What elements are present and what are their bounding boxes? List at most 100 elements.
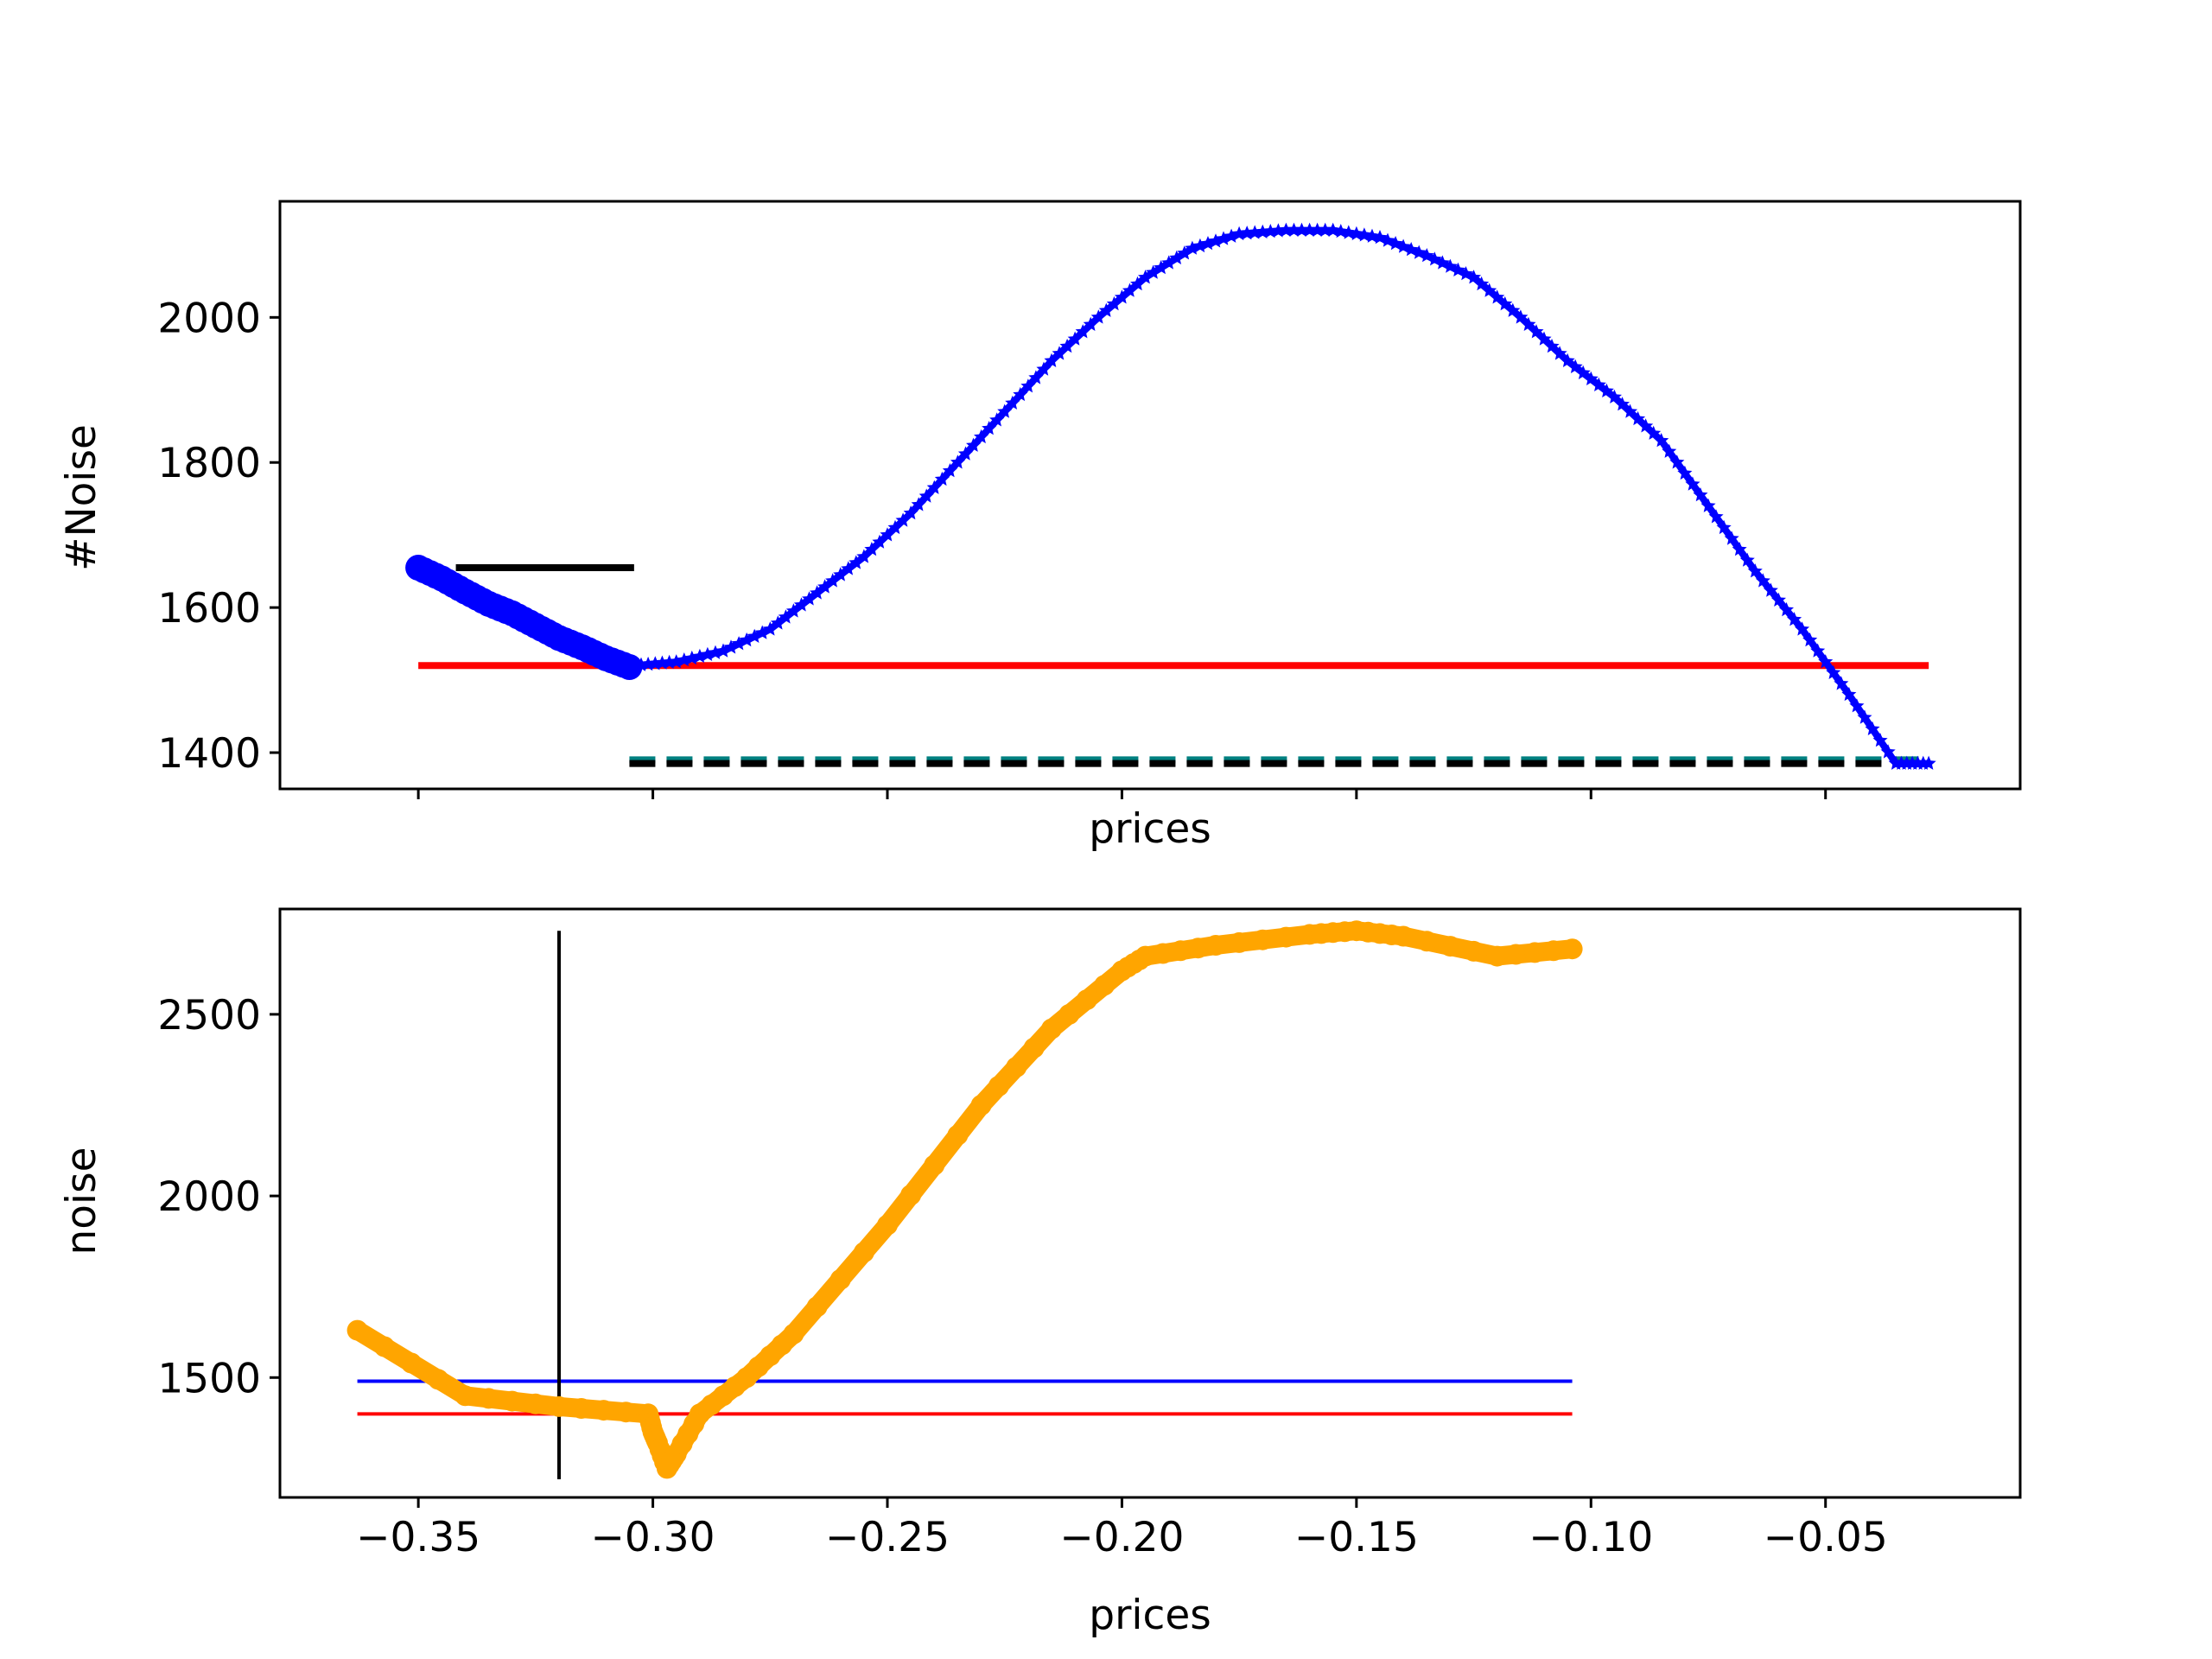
x-tick-label: −0.15 xyxy=(1294,1514,1419,1561)
data-point xyxy=(1090,309,1106,324)
data-point xyxy=(918,488,934,503)
data-point xyxy=(877,1214,898,1236)
y-tick-label: 2000 xyxy=(157,295,261,342)
data-point xyxy=(849,555,864,569)
data-point xyxy=(1231,226,1247,241)
data-point xyxy=(1826,664,1841,679)
data-point xyxy=(1098,302,1114,317)
x-tick-label: −0.35 xyxy=(356,1514,480,1561)
data-point xyxy=(1865,721,1880,735)
series-0 xyxy=(346,920,1583,1479)
data-point xyxy=(1787,612,1802,626)
data-point xyxy=(1802,632,1818,647)
data-point xyxy=(1106,296,1122,311)
data-point xyxy=(1005,395,1020,410)
data-point xyxy=(1076,989,1097,1011)
data-point xyxy=(841,561,856,575)
data-point xyxy=(1146,264,1161,279)
data-point xyxy=(1505,302,1521,317)
data-point xyxy=(1849,698,1865,713)
data-point xyxy=(1795,621,1810,636)
data-point xyxy=(1006,1056,1027,1077)
data-point xyxy=(1834,676,1849,690)
data-point xyxy=(524,1393,546,1414)
data-point xyxy=(570,1398,592,1419)
data-point xyxy=(731,636,747,651)
x-tick-label: −0.25 xyxy=(825,1514,950,1561)
data-point xyxy=(1544,338,1560,353)
data-point xyxy=(1474,276,1490,291)
data-point xyxy=(1169,250,1185,264)
data-point xyxy=(428,1369,449,1390)
data-point xyxy=(966,437,982,452)
data-point xyxy=(616,654,643,680)
data-point xyxy=(1114,289,1129,304)
y-tick-label: 2000 xyxy=(157,1173,261,1221)
data-point xyxy=(1094,975,1116,996)
data-point xyxy=(1463,940,1484,962)
data-point xyxy=(1818,654,1834,669)
data-point xyxy=(1575,365,1591,379)
data-point xyxy=(1646,425,1662,440)
data-point xyxy=(1669,454,1685,469)
data-point xyxy=(1310,222,1325,237)
data-point xyxy=(856,549,872,563)
data-point xyxy=(1921,755,1936,770)
data-point xyxy=(1325,222,1341,237)
data-point xyxy=(1524,942,1546,963)
data-point xyxy=(1662,443,1677,458)
data-point xyxy=(1561,938,1583,960)
data-point xyxy=(1262,224,1278,238)
data-point xyxy=(1058,1003,1080,1025)
data-point xyxy=(1036,361,1052,376)
data-point xyxy=(1560,353,1575,367)
data-point xyxy=(501,1390,523,1412)
bottom-x-axis-label: prices xyxy=(1089,1592,1211,1639)
data-point xyxy=(1630,410,1646,426)
data-point xyxy=(1810,643,1826,658)
data-point xyxy=(549,1395,569,1417)
data-point xyxy=(1724,531,1739,545)
data-point xyxy=(1505,944,1527,965)
data-point xyxy=(1059,338,1075,353)
axes-frame xyxy=(278,907,2022,1499)
data-point xyxy=(1552,346,1567,360)
data-point xyxy=(989,412,1005,427)
series-line xyxy=(347,921,1582,1478)
data-point xyxy=(785,603,801,618)
data-point xyxy=(1513,309,1529,324)
y-tick-label: 1600 xyxy=(157,585,261,632)
data-point xyxy=(1841,686,1857,702)
data-point xyxy=(1028,370,1044,385)
data-point xyxy=(1170,940,1192,962)
data-point xyxy=(825,573,841,588)
data-point xyxy=(853,1242,874,1263)
data-point xyxy=(1161,255,1177,270)
data-point xyxy=(942,463,957,478)
axes-frame xyxy=(278,200,2022,791)
data-point xyxy=(957,446,973,461)
data-point xyxy=(872,534,887,549)
data-point xyxy=(1716,519,1732,535)
data-point xyxy=(1747,563,1763,578)
data-point xyxy=(593,1400,614,1421)
data-point xyxy=(1677,465,1693,480)
data-point xyxy=(1482,283,1497,297)
data-point xyxy=(1135,945,1156,967)
data-point xyxy=(723,639,739,654)
series-0 xyxy=(405,555,643,680)
data-point xyxy=(739,632,754,647)
data-point xyxy=(747,628,762,643)
data-point xyxy=(810,585,825,600)
data-point xyxy=(762,621,778,636)
data-point xyxy=(1229,931,1250,953)
data-point xyxy=(1130,276,1146,291)
data-point xyxy=(1542,940,1564,962)
y-tick-label: 1800 xyxy=(157,440,261,487)
data-point xyxy=(1778,601,1794,617)
data-point xyxy=(1252,929,1274,950)
data-point xyxy=(864,542,880,556)
data-point xyxy=(793,597,809,612)
data-point xyxy=(1020,378,1036,393)
data-point xyxy=(1013,386,1028,402)
